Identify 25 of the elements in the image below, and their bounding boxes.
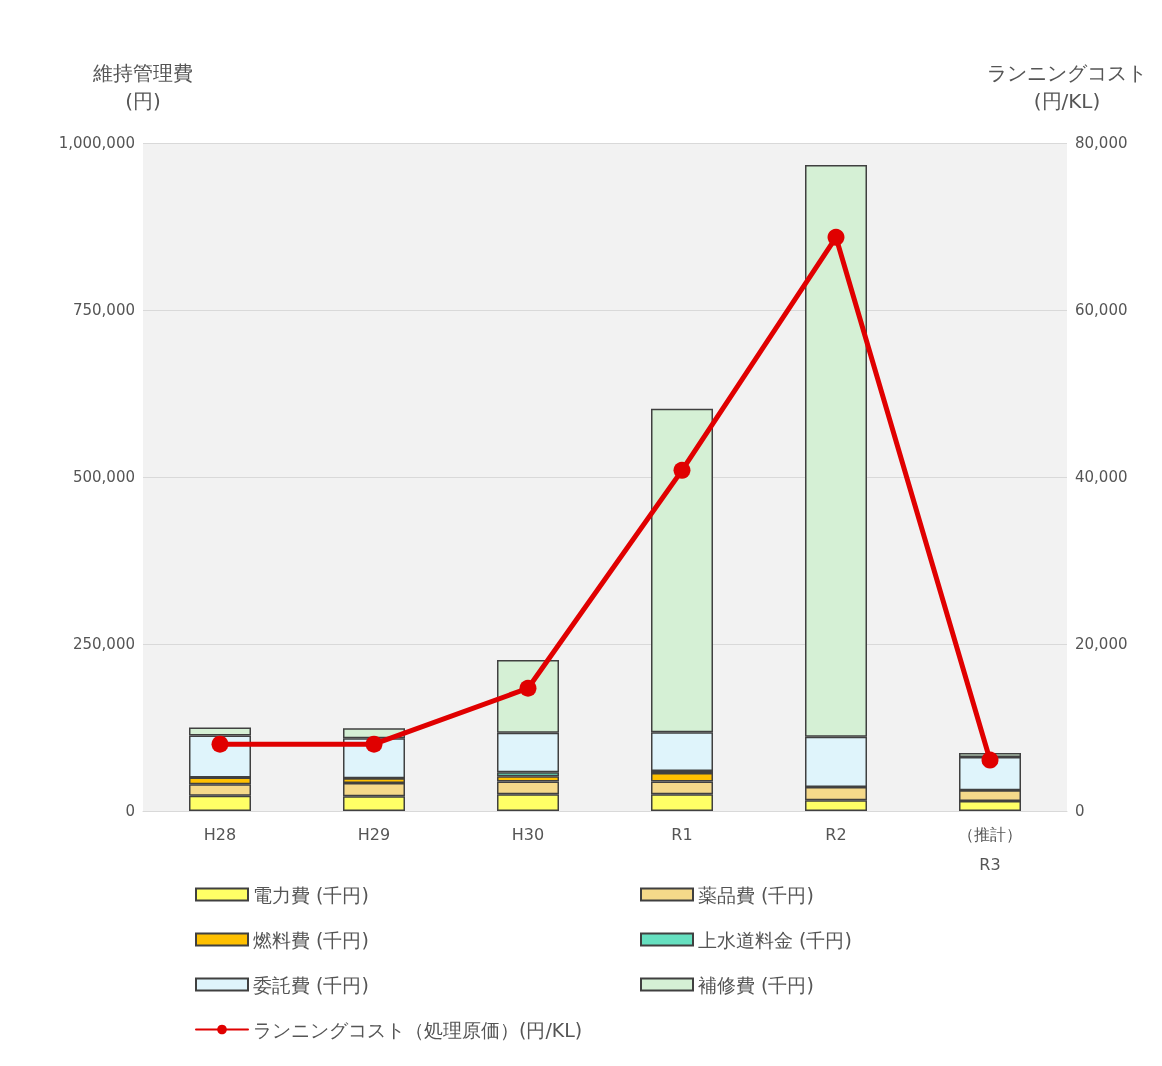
x-tick-label: R1: [671, 824, 693, 844]
y2-tick-label: 60,000: [1075, 301, 1128, 319]
y-tick-label: 500,000: [72, 468, 135, 486]
y2-tick-label: 20,000: [1075, 635, 1128, 653]
legend-label: 委託費 (千円): [253, 973, 369, 996]
x-tick-label: R2: [825, 824, 847, 844]
legend-label: ランニングコスト（処理原価）(円/KL): [253, 1018, 583, 1041]
x-tick-label: （推計） R3: [958, 824, 1022, 874]
legend-label: 薬品費 (千円): [698, 883, 814, 906]
y2-tick-label: 40,000: [1075, 468, 1128, 486]
x-tick-label: H28: [203, 824, 237, 844]
legend-label: 上水道料金 (千円): [698, 928, 852, 951]
x-tick-label: H29: [357, 824, 391, 844]
y-tick-label: 0: [125, 802, 135, 820]
y2-tick-label: 0: [1075, 802, 1085, 820]
legend-label: 補修費 (千円): [698, 973, 814, 996]
y-axis-title: 維持管理費 (円): [92, 61, 193, 113]
y-tick-label: 1,000,000: [58, 134, 135, 152]
y-tick-label: 250,000: [72, 635, 135, 653]
y2-axis-title: ランニングコスト (円/KL): [987, 61, 1147, 113]
legend-label: 電力費 (千円): [253, 883, 369, 906]
y-tick-label: 750,000: [72, 301, 135, 319]
legend-label: 燃料費 (千円): [253, 928, 369, 951]
x-tick-label: H30: [511, 824, 545, 844]
y2-tick-label: 80,000: [1075, 134, 1128, 152]
